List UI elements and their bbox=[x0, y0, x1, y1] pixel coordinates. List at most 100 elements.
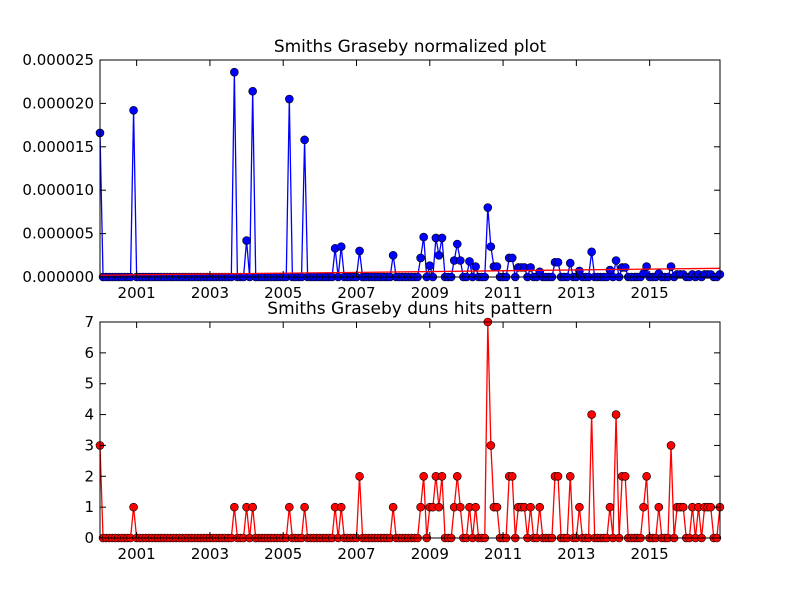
y-tick-label: 6 bbox=[84, 344, 94, 362]
data-point bbox=[425, 261, 435, 271]
data-point bbox=[611, 256, 621, 265]
y-tick-label: 0.000020 bbox=[22, 94, 94, 112]
data-point bbox=[129, 502, 138, 512]
x-tick-label: 2011 bbox=[484, 284, 522, 302]
data-point bbox=[456, 256, 465, 265]
data-point bbox=[535, 502, 545, 512]
x-tick-label: 2015 bbox=[631, 545, 669, 563]
x-tick-label: 2005 bbox=[264, 545, 302, 563]
data-point bbox=[678, 502, 688, 512]
data-point bbox=[419, 232, 428, 242]
data-point bbox=[471, 262, 480, 271]
data-point bbox=[507, 253, 517, 263]
data-point bbox=[434, 251, 444, 260]
data-point bbox=[587, 410, 596, 419]
x-tick-label: 2001 bbox=[118, 545, 156, 563]
data-point bbox=[300, 135, 309, 145]
axes-frame bbox=[99, 321, 721, 539]
x-tick-label: 2007 bbox=[337, 284, 375, 302]
x-tick-label: 2009 bbox=[411, 545, 449, 563]
y-tick-label: 0.000005 bbox=[22, 225, 94, 243]
data-point bbox=[355, 246, 364, 256]
data-point bbox=[553, 257, 563, 267]
data-point bbox=[388, 251, 398, 260]
chart-title: Smiths Graseby duns hits pattern bbox=[267, 299, 552, 319]
data-point bbox=[456, 502, 465, 512]
y-tick-label: 0 bbox=[84, 529, 94, 547]
x-tick-label: 2007 bbox=[337, 545, 375, 563]
hits-pattern-panel: Smiths Graseby duns hits pattern 0 1 2 3 4 5 6 7… bbox=[84, 299, 725, 563]
data-point bbox=[526, 263, 535, 272]
data-point bbox=[620, 263, 630, 272]
data-point bbox=[434, 502, 444, 512]
data-point bbox=[465, 257, 474, 266]
data-point bbox=[452, 239, 462, 249]
series-line bbox=[99, 267, 721, 276]
y-tick-label: 2 bbox=[84, 467, 94, 485]
series-line bbox=[99, 321, 721, 539]
data-point bbox=[553, 471, 563, 481]
data-point bbox=[642, 471, 651, 481]
y-tick-label: 0.000010 bbox=[22, 181, 94, 199]
x-tick-label: 2013 bbox=[557, 284, 595, 302]
data-point bbox=[575, 502, 584, 512]
y-tick-label: 0.000000 bbox=[22, 268, 94, 286]
data-point bbox=[230, 502, 239, 512]
data-point bbox=[654, 502, 664, 512]
x-tick-label: 2009 bbox=[411, 284, 449, 302]
data-point bbox=[285, 94, 294, 104]
data-point bbox=[492, 502, 502, 512]
y-tick-label: 7 bbox=[84, 313, 94, 331]
data-point bbox=[416, 253, 425, 263]
data-point bbox=[355, 471, 364, 481]
y-tick-label: 4 bbox=[84, 406, 94, 424]
data-point bbox=[587, 247, 596, 257]
x-tick-label: 2003 bbox=[191, 545, 229, 563]
data-point bbox=[507, 471, 517, 481]
y-tick-label: 1 bbox=[84, 498, 94, 516]
x-tick-label: 2001 bbox=[118, 284, 156, 302]
data-point bbox=[565, 471, 575, 481]
axes-frame bbox=[99, 59, 721, 278]
x-tick-label: 2011 bbox=[484, 545, 522, 563]
y-tick-label: 5 bbox=[84, 375, 94, 393]
data-point bbox=[336, 242, 346, 251]
data-point bbox=[620, 471, 630, 481]
data-point bbox=[565, 258, 575, 268]
data-point bbox=[437, 233, 447, 243]
y-tick-label: 0.000025 bbox=[22, 51, 94, 69]
data-point bbox=[300, 502, 309, 512]
data-point bbox=[706, 502, 716, 512]
data-point bbox=[639, 502, 648, 512]
data-point bbox=[248, 502, 257, 512]
data-point bbox=[285, 502, 294, 512]
x-tick-label: 2005 bbox=[264, 284, 302, 302]
chart-title: Smiths Graseby normalized plot bbox=[274, 37, 547, 57]
data-point bbox=[486, 441, 496, 450]
series-line bbox=[99, 72, 721, 280]
data-point bbox=[129, 106, 138, 115]
x-tick-label: 2013 bbox=[557, 545, 595, 563]
data-point bbox=[666, 441, 676, 450]
data-point bbox=[486, 242, 496, 251]
data-point bbox=[388, 502, 398, 512]
y-tick-label: 0.000015 bbox=[22, 138, 94, 156]
x-tick-label: 2003 bbox=[191, 284, 229, 302]
data-point bbox=[605, 502, 615, 512]
data-point bbox=[483, 203, 493, 212]
data-point bbox=[242, 236, 251, 245]
data-point bbox=[611, 410, 621, 419]
y-tick-label: 3 bbox=[84, 436, 94, 454]
data-point bbox=[526, 502, 535, 512]
data-point bbox=[416, 502, 425, 512]
normalized-plot-panel: Smiths Graseby normalized plot 0.000000 0.… bbox=[22, 37, 725, 302]
data-point bbox=[492, 262, 502, 271]
data-point bbox=[336, 502, 346, 512]
data-point bbox=[230, 67, 239, 77]
data-point bbox=[452, 471, 462, 481]
data-point bbox=[248, 86, 257, 96]
data-point bbox=[437, 471, 447, 481]
data-point bbox=[471, 502, 480, 512]
x-tick-label: 2015 bbox=[631, 284, 669, 302]
